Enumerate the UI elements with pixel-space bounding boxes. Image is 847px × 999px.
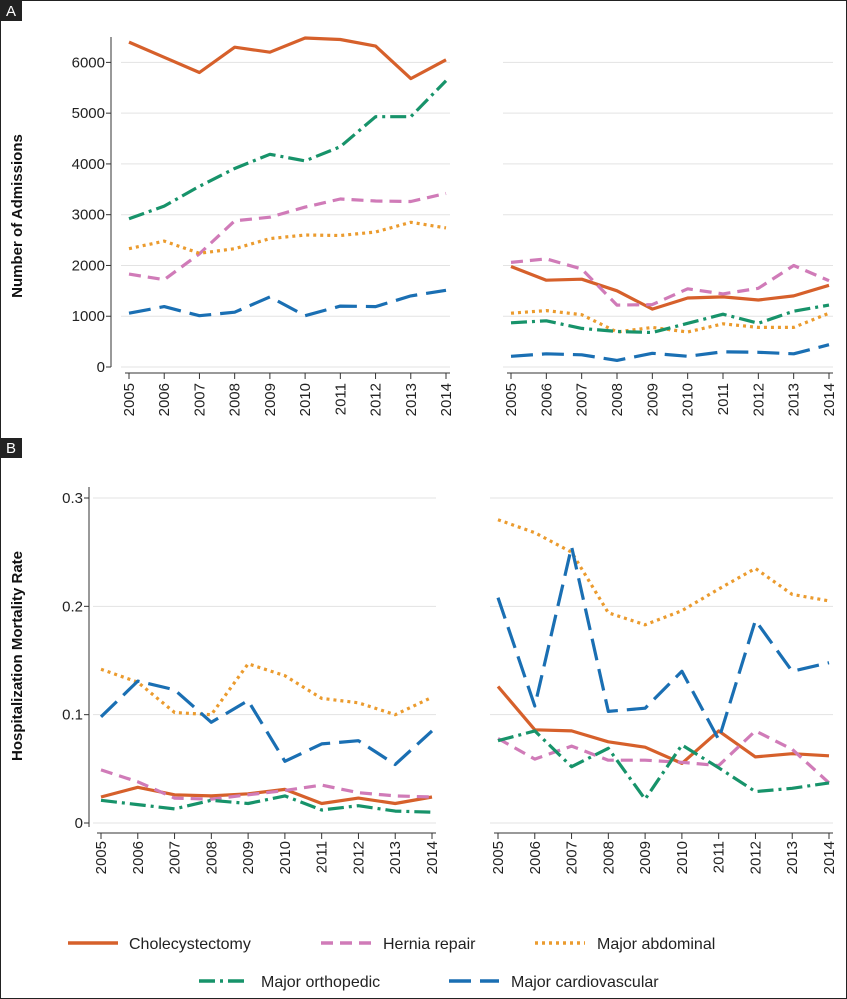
x-tick-label-a-right: 2011 [715,383,732,415]
panel-tag-b: B [6,440,16,457]
y-tick-label-a-left: 1000 [72,308,105,325]
y-tick-label-a-left: 5000 [72,105,105,122]
series-line-major-cardiovascular-b-right [496,545,830,742]
series-line-major-abdominal-a-left [128,220,447,255]
x-tick-label-a-left: 2006 [156,383,173,416]
series-line-cholecystectomy-a-right [510,265,830,311]
x-tick-label-a-left: 2008 [227,383,244,416]
x-tick-label-a-right: 2005 [503,383,520,416]
series-line-major-orthopedic-a-right [510,303,830,335]
series-line-hernia-repair-b-right [497,729,831,785]
panel-tag-a: A [6,3,16,20]
series-line-major-cardiovascular-a-left [128,288,447,318]
x-tick-label-b-left: 2009 [240,841,257,874]
x-tick-label-a-right: 2006 [538,383,555,416]
series-line-major-cardiovascular-a-right [510,343,830,362]
y-tick-label-b-left: 0 [75,815,83,832]
series-line-hernia-repair-b-left [100,768,433,801]
y-tick-label-a-left: 4000 [72,156,105,173]
panel-tag-b-bg [1,438,22,458]
x-tick-label-a-left: 2011 [332,383,349,415]
legend-label-major-orthopedic: Major orthopedic [261,974,380,991]
y-tick-label-a-left: 2000 [72,257,105,274]
x-tick-label-b-right: 2011 [711,841,728,873]
x-tick-label-a-left: 2013 [403,383,420,416]
x-tick-label-b-right: 2013 [784,841,801,874]
x-tick-label-a-left: 2012 [368,383,385,416]
y-tick-label-b-left: 0.2 [62,598,83,615]
x-tick-label-b-left: 2012 [350,841,367,874]
x-tick-label-a-left: 2014 [438,383,455,416]
x-tick-label-a-right: 2007 [574,383,591,416]
x-tick-label-b-left: 2008 [203,841,220,874]
x-tick-label-b-right: 2006 [527,841,544,874]
x-tick-label-a-left: 2010 [297,383,314,416]
series-line-cholecystectomy-a-left [128,36,447,81]
series-line-major-cardiovascular-b-left [99,679,434,767]
y-axis-title-mortality: Hospitalization Mortality Rate [9,551,26,761]
x-tick-label-a-left: 2009 [262,383,279,416]
y-tick-label-a-left: 6000 [72,54,105,71]
x-tick-label-b-left: 2005 [93,841,110,874]
x-tick-label-b-left: 2013 [387,841,404,874]
y-tick-label-a-left: 0 [97,359,105,376]
series-line-hernia-repair-a-left [128,191,447,282]
series-line-major-abdominal-a-right [510,309,830,334]
legend-label-cholecystectomy: Cholecystectomy [129,936,251,953]
x-tick-label-a-left: 2007 [191,383,208,416]
series-line-cholecystectomy-b-right [496,685,830,766]
x-tick-label-a-right: 2014 [821,383,838,416]
x-tick-label-b-right: 2014 [821,841,838,874]
panel-tag-a-bg [1,1,22,21]
x-tick-label-a-right: 2009 [644,383,661,416]
x-tick-label-b-left: 2011 [314,841,331,873]
series-line-major-abdominal-b-left [100,662,433,717]
y-tick-label-b-left: 0.3 [62,490,83,507]
y-axis-title-admissions: Number of Admissions [9,134,26,298]
series-line-major-orthopedic-b-right [497,729,830,801]
x-tick-label-a-right: 2013 [786,383,803,416]
plots: 0 1000 2000 3000 4000 5000 6000 2005 2006 2007 200… [62,36,838,874]
x-tick-label-b-right: 2007 [564,841,581,874]
series-line-major-abdominal-b-right [497,518,830,627]
legend-label-major-abdominal: Major abdominal [597,936,715,953]
series-line-major-orthopedic-b-left [100,794,433,814]
legend-label-major-cardiovascular: Major cardiovascular [511,974,659,991]
x-tick-label-a-right: 2012 [750,383,767,416]
legend-label-hernia-repair: Hernia repair [383,936,476,953]
x-tick-label-b-left: 2014 [424,841,441,874]
y-tick-label-b-left: 0.1 [62,707,83,724]
x-tick-label-b-right: 2012 [747,841,764,874]
x-tick-label-a-right: 2008 [609,383,626,416]
y-tick-label-a-left: 3000 [72,207,105,224]
x-tick-label-a-left: 2005 [121,383,138,416]
series-line-major-orthopedic-a-left [128,79,448,221]
x-tick-label-b-right: 2005 [490,841,507,874]
x-tick-label-b-right: 2008 [600,841,617,874]
x-tick-label-b-right: 2009 [637,841,654,874]
series-line-hernia-repair-a-right [510,257,830,307]
legend: Cholecystectomy Hernia repair Major abdomi… [68,936,715,991]
x-tick-label-b-left: 2007 [167,841,184,874]
x-tick-label-b-right: 2010 [674,841,691,874]
x-tick-label-b-left: 2006 [130,841,147,874]
x-tick-label-b-left: 2010 [277,841,294,874]
x-tick-label-a-right: 2010 [680,383,697,416]
